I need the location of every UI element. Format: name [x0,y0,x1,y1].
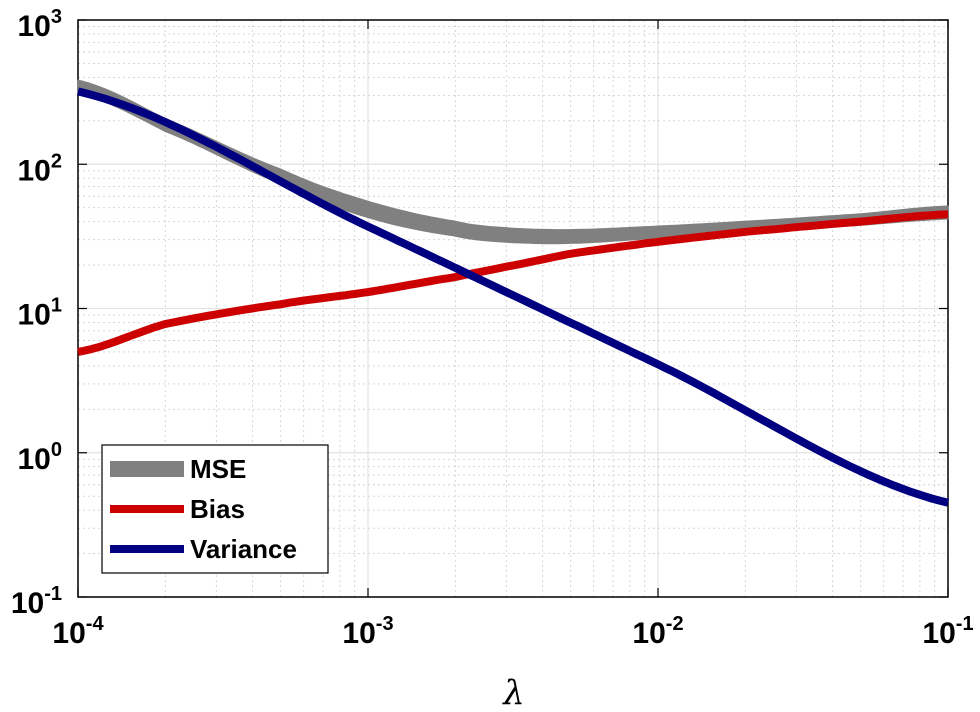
y-tick-label: 10-1 [11,583,62,620]
legend-label-bias: Bias [190,494,245,524]
y-tick-label: 101 [18,295,63,332]
grid [77,20,948,598]
series-variance [77,87,950,507]
legend-label-mse: MSE [190,454,246,484]
x-tick-label: 10-1 [922,613,973,650]
x-axis-label: λ [501,673,525,712]
series-bias [77,210,949,356]
y-tick-label: 100 [18,439,63,476]
series-mse [77,79,949,245]
y-tick-labels: 10-1 100 101 102 103 [11,6,948,620]
legend-label-variance: Variance [190,534,297,564]
x-tick-label: 10-2 [632,613,683,650]
x-tick-label: 10-3 [342,613,393,650]
y-tick-label: 102 [18,150,63,187]
legend: MSE Bias Variance [101,444,329,574]
series-layer [77,79,950,507]
x-tick-label: 10-4 [52,613,104,650]
y-tick-label: 103 [18,6,63,43]
x-tick-labels: 10-4 10-3 10-2 10-1 [52,20,974,650]
